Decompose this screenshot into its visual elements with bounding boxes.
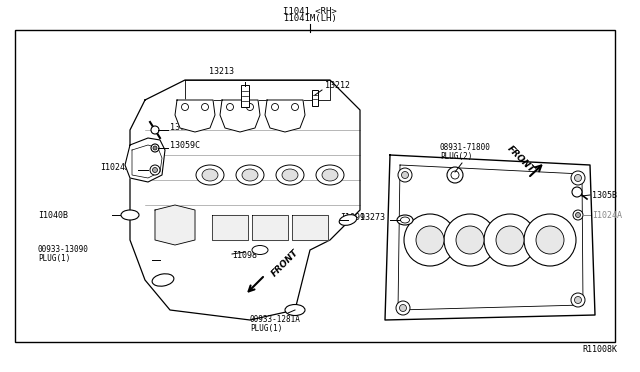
Circle shape bbox=[291, 103, 298, 110]
Ellipse shape bbox=[252, 246, 268, 254]
Text: I1024A: I1024A bbox=[592, 211, 622, 219]
Text: FRONT: FRONT bbox=[505, 144, 536, 175]
Ellipse shape bbox=[196, 165, 224, 185]
Circle shape bbox=[152, 167, 157, 173]
Text: 13058+A: 13058+A bbox=[170, 124, 205, 132]
Ellipse shape bbox=[202, 169, 218, 181]
Ellipse shape bbox=[285, 305, 305, 315]
Circle shape bbox=[571, 171, 585, 185]
Ellipse shape bbox=[276, 165, 304, 185]
Circle shape bbox=[398, 168, 412, 182]
Text: I1041M(LH): I1041M(LH) bbox=[283, 15, 337, 23]
Polygon shape bbox=[265, 100, 305, 132]
Text: I1024A: I1024A bbox=[100, 164, 130, 173]
Circle shape bbox=[404, 214, 456, 266]
Text: 13213: 13213 bbox=[209, 67, 234, 76]
Circle shape bbox=[416, 226, 444, 254]
Circle shape bbox=[451, 171, 459, 179]
Ellipse shape bbox=[401, 217, 410, 223]
Polygon shape bbox=[220, 100, 260, 132]
Circle shape bbox=[444, 214, 496, 266]
Circle shape bbox=[151, 144, 159, 152]
Bar bbox=[15, 30, 615, 342]
Circle shape bbox=[571, 293, 585, 307]
Circle shape bbox=[536, 226, 564, 254]
Circle shape bbox=[575, 212, 580, 218]
Text: PLUG(1): PLUG(1) bbox=[38, 253, 70, 263]
Ellipse shape bbox=[339, 215, 356, 225]
Text: I1099: I1099 bbox=[340, 214, 365, 222]
Text: 13212: 13212 bbox=[325, 81, 350, 90]
Ellipse shape bbox=[397, 215, 413, 225]
Bar bbox=[312, 90, 318, 106]
Circle shape bbox=[484, 214, 536, 266]
Circle shape bbox=[456, 226, 484, 254]
Circle shape bbox=[151, 126, 159, 134]
Ellipse shape bbox=[322, 169, 338, 181]
Circle shape bbox=[396, 301, 410, 315]
Polygon shape bbox=[292, 215, 328, 240]
Text: FRONT: FRONT bbox=[270, 247, 301, 278]
Circle shape bbox=[182, 103, 189, 110]
Ellipse shape bbox=[282, 169, 298, 181]
Circle shape bbox=[401, 171, 408, 179]
Ellipse shape bbox=[152, 274, 174, 286]
Text: I1098: I1098 bbox=[232, 251, 257, 260]
Polygon shape bbox=[385, 155, 595, 320]
Circle shape bbox=[202, 103, 209, 110]
Polygon shape bbox=[175, 100, 215, 132]
Ellipse shape bbox=[242, 169, 258, 181]
Circle shape bbox=[399, 305, 406, 311]
Circle shape bbox=[271, 103, 278, 110]
Text: 00933-13090: 00933-13090 bbox=[38, 246, 89, 254]
Circle shape bbox=[573, 210, 583, 220]
Circle shape bbox=[153, 146, 157, 150]
Ellipse shape bbox=[121, 210, 139, 220]
Circle shape bbox=[572, 187, 582, 197]
Text: 1305B: 1305B bbox=[592, 190, 617, 199]
Polygon shape bbox=[125, 138, 165, 182]
Text: 00933-1281A: 00933-1281A bbox=[250, 315, 301, 324]
Bar bbox=[241, 85, 249, 107]
Text: R11008K: R11008K bbox=[582, 346, 617, 355]
Circle shape bbox=[447, 167, 463, 183]
Text: PLUG(1): PLUG(1) bbox=[250, 324, 282, 333]
Circle shape bbox=[524, 214, 576, 266]
Text: 13059C: 13059C bbox=[170, 141, 200, 151]
Circle shape bbox=[575, 296, 582, 304]
Polygon shape bbox=[155, 205, 195, 245]
Circle shape bbox=[150, 165, 160, 175]
Polygon shape bbox=[130, 80, 360, 320]
Text: I1041 <RH>: I1041 <RH> bbox=[283, 6, 337, 16]
Text: 13273: 13273 bbox=[360, 214, 385, 222]
Circle shape bbox=[575, 174, 582, 182]
Text: I1040B: I1040B bbox=[38, 211, 68, 219]
Circle shape bbox=[227, 103, 234, 110]
Text: 08931-71800: 08931-71800 bbox=[440, 144, 491, 153]
Polygon shape bbox=[252, 215, 288, 240]
Ellipse shape bbox=[316, 165, 344, 185]
Text: PLUG(2): PLUG(2) bbox=[440, 151, 472, 160]
Circle shape bbox=[246, 103, 253, 110]
Polygon shape bbox=[212, 215, 248, 240]
Ellipse shape bbox=[236, 165, 264, 185]
Circle shape bbox=[496, 226, 524, 254]
